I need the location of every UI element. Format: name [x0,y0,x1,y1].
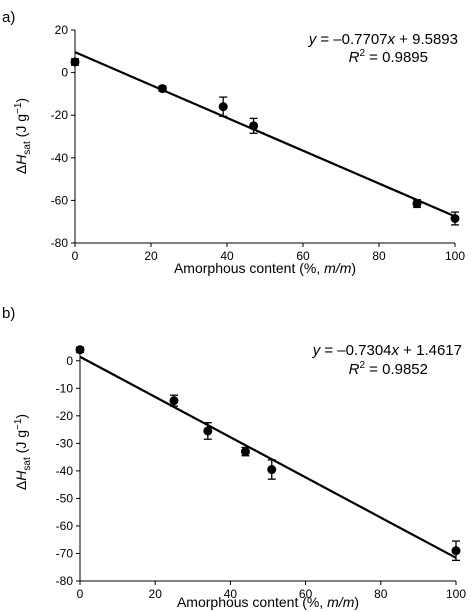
panel-b-x-tick-label: 60 [299,587,313,601]
panel-a-data-point [450,214,460,224]
panel-b-data-point [240,447,250,457]
panel-a-y-tick-label: 0 [61,66,68,80]
panel-a-x-tick-label: 60 [296,249,310,263]
panel-b-fit-line [79,355,457,559]
panel-b-y-tick-label: -10 [56,381,74,395]
panel-b-y-tick-label: -60 [56,519,74,533]
panel-a-data-point [70,57,80,67]
panel-a-y-tick-label: -60 [51,193,69,207]
panel-b-equation: y = –0.7304x + 1.4617 [312,342,462,359]
panel-b-data-point [267,465,277,475]
panel-b-data-point [75,345,85,355]
panel-a-x-tick-label: 0 [72,249,79,263]
panel-a-y-tick-label: -40 [51,151,69,165]
panel-b-x-ticks: 0 20 40 60 80 100 [77,581,466,601]
panel-b-y-tick-label: -40 [56,464,74,478]
panel-a-x-tick-label: 80 [372,249,386,263]
panel-a-data-point [218,102,228,112]
panel-b-axes [79,347,456,582]
panel-a-data-point [157,84,167,94]
panel-b-x-tick-label: 40 [224,587,238,601]
panel-b-y-tick-label: 0 [66,354,73,368]
panel-b-x-axis-title: Amorphous content (%, m/m) [177,594,359,610]
panel-b-x-tick-label: 100 [446,587,466,601]
panel-a-y-tick-label: -80 [51,236,69,250]
panel-b: b) ΔHsat (J g−1) -80 -70 -60 -50 -40 -30 -20 -1… [2,305,466,610]
panel-a-x-tick-label: 20 [144,249,158,263]
panel-b-y-tick-label: -20 [56,409,74,423]
panel-a-y-tick-label: -20 [51,108,69,122]
panel-a-r-squared: R2 = 0.9895 [349,48,428,66]
panel-b-r-squared: R2 = 0.9852 [349,360,428,378]
panel-b-y-ticks: -80 -70 -60 -50 -40 -30 -20 -10 0 [56,354,80,588]
panel-a-data-points [70,57,460,226]
panel-a-x-ticks: 0 20 40 60 80 100 [72,243,465,263]
panel-a-label: a) [2,9,15,26]
panel-a-fit-line [74,51,456,218]
panel-a-y-axis-title: ΔHsat (J g−1) [13,98,33,174]
panel-b-y-tick-label: -70 [56,546,74,560]
panel-a-x-tick-label: 40 [220,249,234,263]
panel-b-data-point [169,396,179,406]
panel-b-x-tick-label: 0 [77,587,84,601]
panel-b-data-points [75,345,461,562]
panel-b-data-point [203,426,213,436]
panel-b-fit-line-group [79,355,457,559]
panel-a-data-point [412,199,422,209]
panel-b-y-tick-label: -30 [56,436,74,450]
panel-a-equation: y = –0.7707x + 9.5893 [308,31,458,48]
panel-a-data-point [249,121,259,131]
panel-b-y-tick-label: -80 [56,574,74,588]
panel-a-x-axis-title: Amorphous content (%, m/m) [174,260,356,276]
panel-b-x-tick-label: 80 [374,587,388,601]
panel-b-y-axis-title: ΔHsat (J g−1) [13,414,33,490]
panel-a: a) ΔHsat (J g−1) -80 -60 -40 -20 0 20 0 20 40 60… [2,9,465,276]
panel-b-y-tick-label: -50 [56,491,74,505]
panel-a-y-ticks: -80 -60 -40 -20 0 20 [51,23,75,250]
panel-a-y-tick-label: 20 [55,23,69,37]
panel-a-x-tick-label: 100 [445,249,465,263]
panel-b-label: b) [2,305,15,322]
panel-b-x-tick-label: 20 [149,587,163,601]
panel-a-fit-line-group [74,51,456,218]
panel-b-data-point [451,546,461,556]
